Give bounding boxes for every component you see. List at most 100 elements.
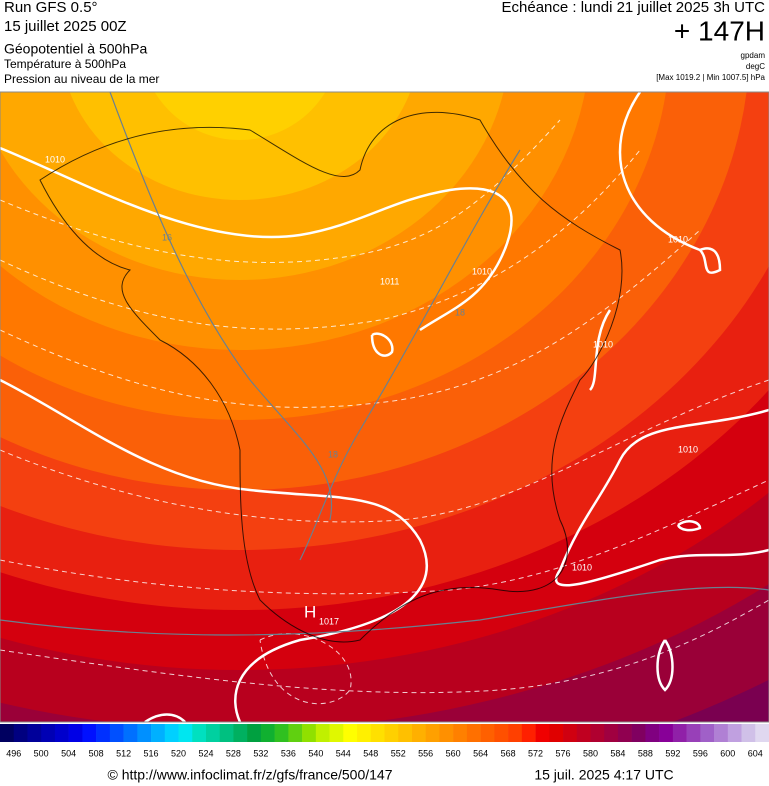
scale-label: 520: [171, 748, 186, 758]
color-scale: 496 500 504 508 512 516 520 524 528 532 536 540 544 5…: [0, 724, 769, 758]
color-swatch: [68, 724, 83, 742]
color-swatch: [315, 724, 330, 742]
color-swatch: [384, 724, 399, 742]
isotherm-label: 18: [455, 307, 465, 317]
scale-label: 548: [363, 748, 378, 758]
scale-label: 576: [556, 748, 571, 758]
high-value: 1017: [319, 616, 339, 626]
color-swatch: [329, 724, 344, 742]
color-swatch: [425, 724, 440, 742]
isobar-label: 1010: [593, 339, 613, 349]
scale-label: 600: [720, 748, 735, 758]
scale-label: 504: [61, 748, 76, 758]
color-swatch: [590, 724, 605, 742]
color-swatch: [109, 724, 124, 742]
isobar-label: 1011: [380, 276, 399, 286]
color-swatch: [357, 724, 372, 742]
color-swatch: [370, 724, 385, 742]
color-swatch: [439, 724, 454, 742]
scale-label: 592: [665, 748, 680, 758]
valid-time: Echéance : lundi 21 juillet 2025 3h UTC: [502, 0, 766, 16]
color-swatch: [274, 724, 289, 742]
lead-time: + 147H: [674, 15, 765, 46]
scale-label: 588: [638, 748, 653, 758]
color-swatch: [576, 724, 591, 742]
color-swatch: [466, 724, 481, 742]
color-swatch: [741, 724, 756, 742]
scale-label: 536: [281, 748, 296, 758]
scale-label: 552: [391, 748, 406, 758]
isobar-label: 1010: [572, 562, 592, 572]
color-swatch: [247, 724, 262, 742]
run-date: 15 juillet 2025 00Z: [4, 18, 127, 35]
scale-label: 564: [473, 748, 488, 758]
color-swatch: [260, 724, 275, 742]
scale-label: 500: [34, 748, 49, 758]
scale-label: 512: [116, 748, 131, 758]
scale-label: 516: [144, 748, 159, 758]
scale-label: 524: [198, 748, 213, 758]
timestamp: 15 juil. 2025 4:17 UTC: [534, 767, 673, 783]
color-swatch: [27, 724, 42, 742]
scale-label: 532: [253, 748, 268, 758]
color-swatch: [233, 724, 248, 742]
scale-label: 556: [418, 748, 433, 758]
scale-label: 584: [610, 748, 625, 758]
color-swatch: [41, 724, 56, 742]
color-swatch: [288, 724, 303, 742]
color-swatch: [82, 724, 97, 742]
color-swatch: [178, 724, 193, 742]
unit: gpdam: [741, 51, 766, 60]
color-swatch: [700, 724, 715, 742]
scale-label: 540: [308, 748, 323, 758]
isotherm-label: 18: [328, 449, 338, 459]
run: Run GFS 0.5°: [4, 0, 98, 16]
color-swatch: [205, 724, 221, 742]
color-swatch: [631, 724, 646, 742]
source-url: © http://www.infoclimat.fr/z/gfs/france/…: [108, 767, 393, 783]
color-swatch: [398, 724, 413, 742]
color-swatch: [151, 724, 166, 742]
color-swatch: [672, 724, 687, 742]
color-swatch: [343, 724, 358, 742]
scale-label: 496: [6, 748, 21, 758]
color-swatch: [714, 724, 729, 742]
color-swatch: [645, 724, 660, 742]
color-swatch: [617, 724, 632, 742]
color-swatch: [659, 724, 674, 742]
color-swatch: [508, 724, 523, 742]
isobar-label: 1010: [668, 234, 688, 244]
isobar-label: 1010: [472, 266, 492, 276]
color-swatch: [302, 724, 317, 742]
color-swatch: [219, 724, 234, 742]
map-frame: [0, 91, 769, 723]
isobar-label: 1010: [45, 154, 65, 164]
high-marker: H: [304, 602, 316, 621]
isobar-label: 1010: [678, 444, 698, 454]
color-swatch: [686, 724, 701, 742]
field: Géopotentiel à 500hPa: [4, 41, 147, 57]
color-swatch: [604, 724, 619, 742]
color-swatch: [164, 724, 179, 742]
scale-label: 544: [336, 748, 351, 758]
color-swatch: [96, 724, 111, 742]
field: Température à 500hPa: [4, 57, 126, 71]
unit: degC: [746, 62, 765, 71]
color-swatch: [727, 724, 742, 742]
color-swatch: [411, 724, 426, 742]
field: Pression au niveau de la mer: [4, 72, 159, 86]
color-swatch: [0, 724, 15, 742]
color-swatch: [13, 724, 28, 742]
color-swatch: [563, 724, 578, 742]
scale-label: 604: [748, 748, 763, 758]
scale-label: 508: [89, 748, 104, 758]
isotherm-label: 16: [162, 232, 172, 242]
color-swatch: [137, 724, 152, 742]
color-swatch: [192, 724, 207, 742]
pressure-range: [Max 1019.2 | Min 1007.5] hPa: [656, 73, 765, 82]
color-swatch: [54, 724, 69, 742]
color-swatch: [549, 724, 564, 742]
color-swatch: [535, 724, 550, 742]
